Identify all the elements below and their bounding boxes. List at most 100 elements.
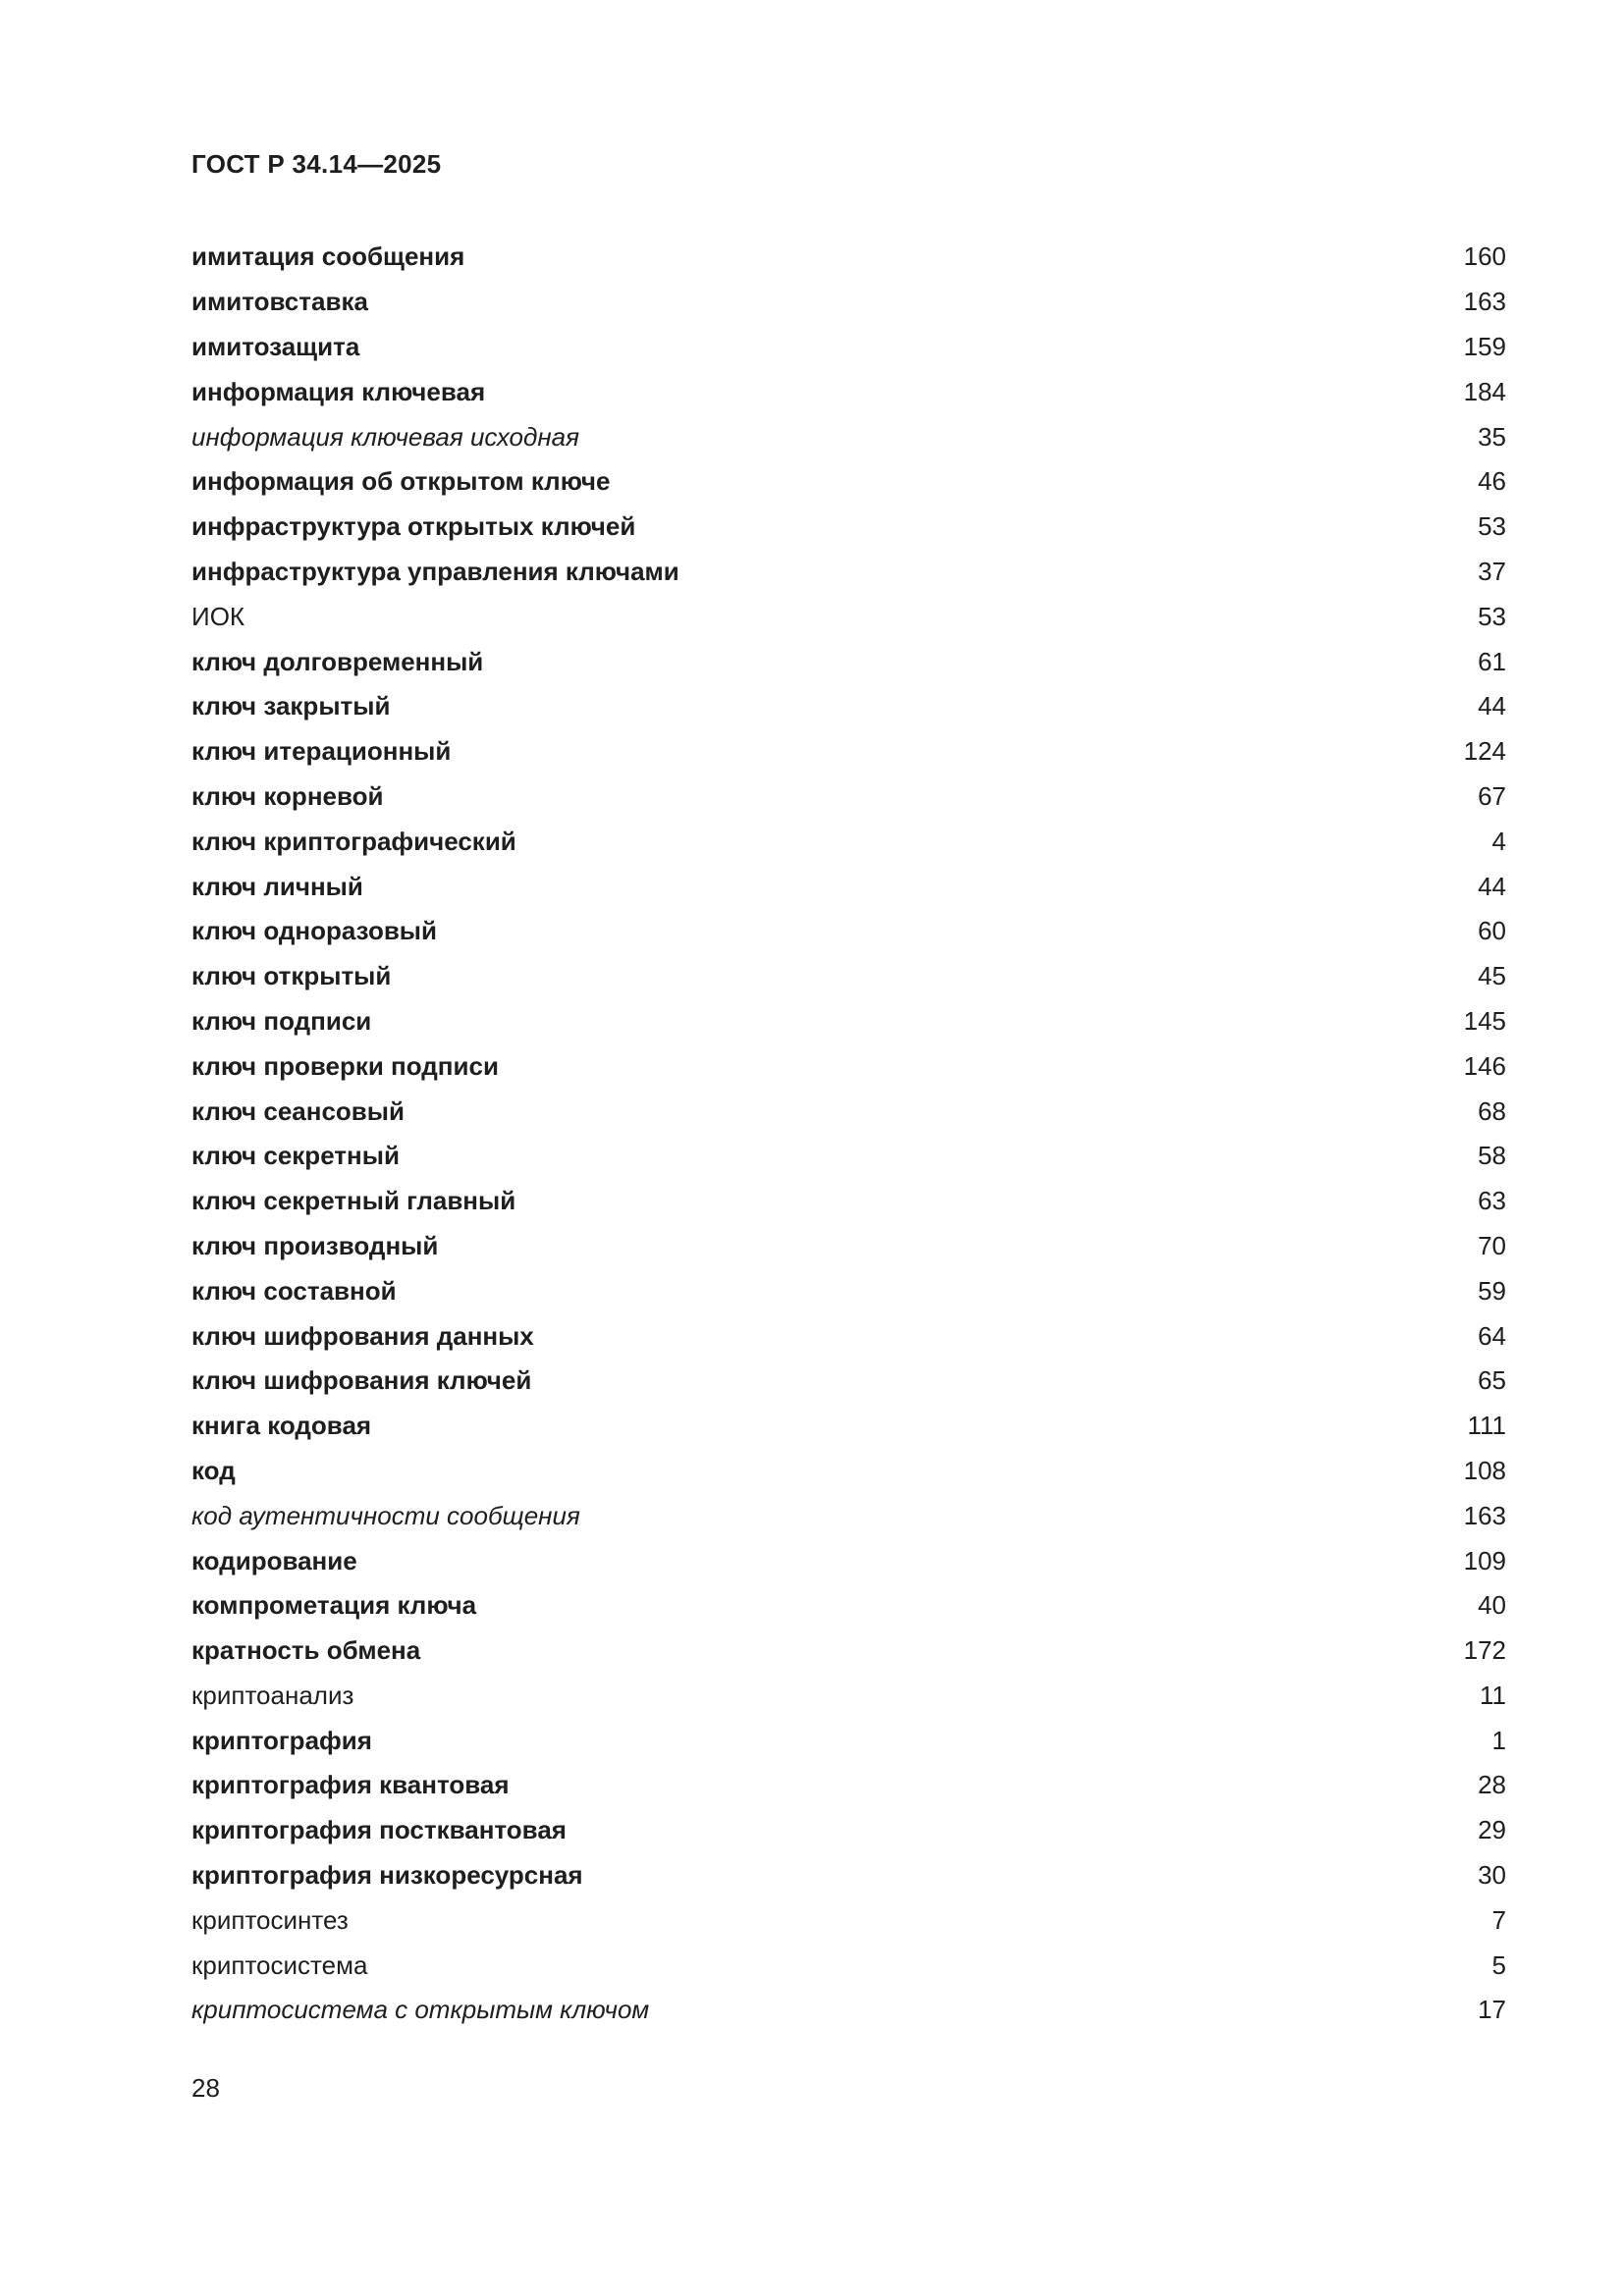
- index-row: информация ключевая исходная 35: [191, 414, 1506, 459]
- index-term: кодирование: [191, 1545, 357, 1575]
- index-page-number: 67: [1478, 780, 1506, 811]
- index-page-number: 4: [1491, 826, 1506, 856]
- index-row: инфраструктура открытых ключей 53: [191, 505, 1506, 550]
- index-row: ключ личный 44: [191, 864, 1506, 909]
- index-term: криптосинтез: [191, 1904, 349, 1935]
- index-page-number: 53: [1478, 601, 1506, 631]
- index-term: информация ключевая исходная: [191, 421, 580, 452]
- index-page-number: 145: [1463, 1005, 1506, 1036]
- index-row: ключ проверки подписи 146: [191, 1043, 1506, 1089]
- index-term: ключ долговременный: [191, 646, 484, 676]
- index-page-number: 63: [1478, 1186, 1506, 1216]
- index-term: инфраструктура управления ключами: [191, 556, 679, 586]
- index-row: кодирование 109: [191, 1538, 1506, 1583]
- index-page-number: 64: [1478, 1320, 1506, 1351]
- index-row: криптография квантовая 28: [191, 1763, 1506, 1808]
- index-page-number: 172: [1463, 1635, 1506, 1666]
- index-row: ключ сеансовый 68: [191, 1089, 1506, 1134]
- index-row: ключ производный 70: [191, 1224, 1506, 1269]
- index-term: ИОК: [191, 601, 245, 631]
- index-term: ключ подписи: [191, 1005, 372, 1036]
- index-page-number: 44: [1478, 691, 1506, 721]
- index-page-number: 37: [1478, 556, 1506, 586]
- index-term: ключ закрытый: [191, 691, 391, 721]
- index-page-number: 59: [1478, 1275, 1506, 1306]
- index-page-number: 30: [1478, 1860, 1506, 1891]
- index-term: ключ производный: [191, 1230, 439, 1260]
- index-row: ключ составной 59: [191, 1268, 1506, 1313]
- index-page-number: 163: [1463, 287, 1506, 317]
- index-term: код: [191, 1455, 236, 1485]
- index-row: ключ одноразовый 60: [191, 909, 1506, 954]
- index-page-number: 160: [1463, 241, 1506, 272]
- index-row: информация ключевая 184: [191, 369, 1506, 414]
- index-term: криптосистема: [191, 1949, 368, 1980]
- index-row: ключ шифрования ключей 65: [191, 1359, 1506, 1404]
- page-number: 28: [191, 2073, 220, 2103]
- index-page-number: 35: [1478, 421, 1506, 452]
- index-term: информация об открытом ключе: [191, 466, 611, 497]
- index-page-number: 29: [1478, 1815, 1506, 1845]
- index-term: ключ проверки подписи: [191, 1050, 499, 1081]
- index-page-number: 68: [1478, 1095, 1506, 1126]
- index-page-number: 146: [1463, 1050, 1506, 1081]
- index-term: компрометация ключа: [191, 1590, 477, 1621]
- index-term: ключ секретный: [191, 1141, 400, 1171]
- index-page-number: 17: [1478, 1995, 1506, 2025]
- index-term: ключ личный: [191, 871, 363, 901]
- index-term: ключ составной: [191, 1275, 397, 1306]
- index-term: криптография: [191, 1725, 372, 1755]
- index-row: криптография постквантовая 29: [191, 1808, 1506, 1853]
- index-page-number: 1: [1491, 1725, 1506, 1755]
- index-term: ключ сеансовый: [191, 1095, 405, 1126]
- index-row: имитозащита 159: [191, 325, 1506, 370]
- index-term: инфраструктура открытых ключей: [191, 511, 636, 542]
- index-page-number: 28: [1478, 1770, 1506, 1800]
- index-term: кратность обмена: [191, 1635, 421, 1666]
- index-page-number: 109: [1463, 1545, 1506, 1575]
- index-row: кратность обмена 172: [191, 1629, 1506, 1674]
- index-page-number: 40: [1478, 1590, 1506, 1621]
- index-row: инфраструктура управления ключами 37: [191, 550, 1506, 595]
- index-row: криптосистема 5: [191, 1943, 1506, 1988]
- index-row: книга кодовая 111: [191, 1404, 1506, 1449]
- index-term: код аутентичности сообщения: [191, 1500, 580, 1530]
- index-term: криптография низкоресурсная: [191, 1860, 583, 1891]
- index-page-number: 61: [1478, 646, 1506, 676]
- index-term: криптосистема с открытым ключом: [191, 1995, 650, 2025]
- index-term: имитозащита: [191, 331, 360, 361]
- index-term: криптография квантовая: [191, 1770, 510, 1800]
- index-row: криптосистема с открытым ключом 17: [191, 1988, 1506, 2033]
- index-page-number: 159: [1463, 331, 1506, 361]
- index-row: ключ закрытый 44: [191, 684, 1506, 729]
- index-term: ключ корневой: [191, 780, 384, 811]
- index-page-number: 46: [1478, 466, 1506, 497]
- index-row: информация об открытом ключе 46: [191, 459, 1506, 505]
- index-term: книга кодовая: [191, 1411, 372, 1441]
- index-term: ключ итерационный: [191, 736, 452, 767]
- index-page-number: 11: [1480, 1680, 1506, 1710]
- index-row: имитовставка 163: [191, 280, 1506, 325]
- index-row: ключ секретный 58: [191, 1134, 1506, 1179]
- index-page-number: 108: [1463, 1455, 1506, 1485]
- index-page-number: 111: [1467, 1411, 1506, 1441]
- index-row: ключ долговременный 61: [191, 639, 1506, 684]
- index-page-number: 53: [1478, 511, 1506, 542]
- index-row: криптография низкоресурсная 30: [191, 1853, 1506, 1898]
- index-page-number: 65: [1478, 1365, 1506, 1396]
- index-page-number: 45: [1478, 961, 1506, 991]
- index-page-number: 184: [1463, 376, 1506, 406]
- index-row: ИОК 53: [191, 594, 1506, 639]
- index-page-number: 163: [1463, 1500, 1506, 1530]
- document-standard-title: ГОСТ Р 34.14—2025: [191, 149, 442, 179]
- index-row: криптоанализ 11: [191, 1674, 1506, 1719]
- index-term: ключ криптографический: [191, 826, 516, 856]
- index-term: информация ключевая: [191, 376, 486, 406]
- index-term: ключ открытый: [191, 961, 392, 991]
- index-row: криптосинтез 7: [191, 1897, 1506, 1943]
- index-row: ключ итерационный 124: [191, 729, 1506, 774]
- index-term: ключ секретный главный: [191, 1186, 516, 1216]
- index-term: ключ шифрования ключей: [191, 1365, 532, 1396]
- index-term: криптоанализ: [191, 1680, 354, 1710]
